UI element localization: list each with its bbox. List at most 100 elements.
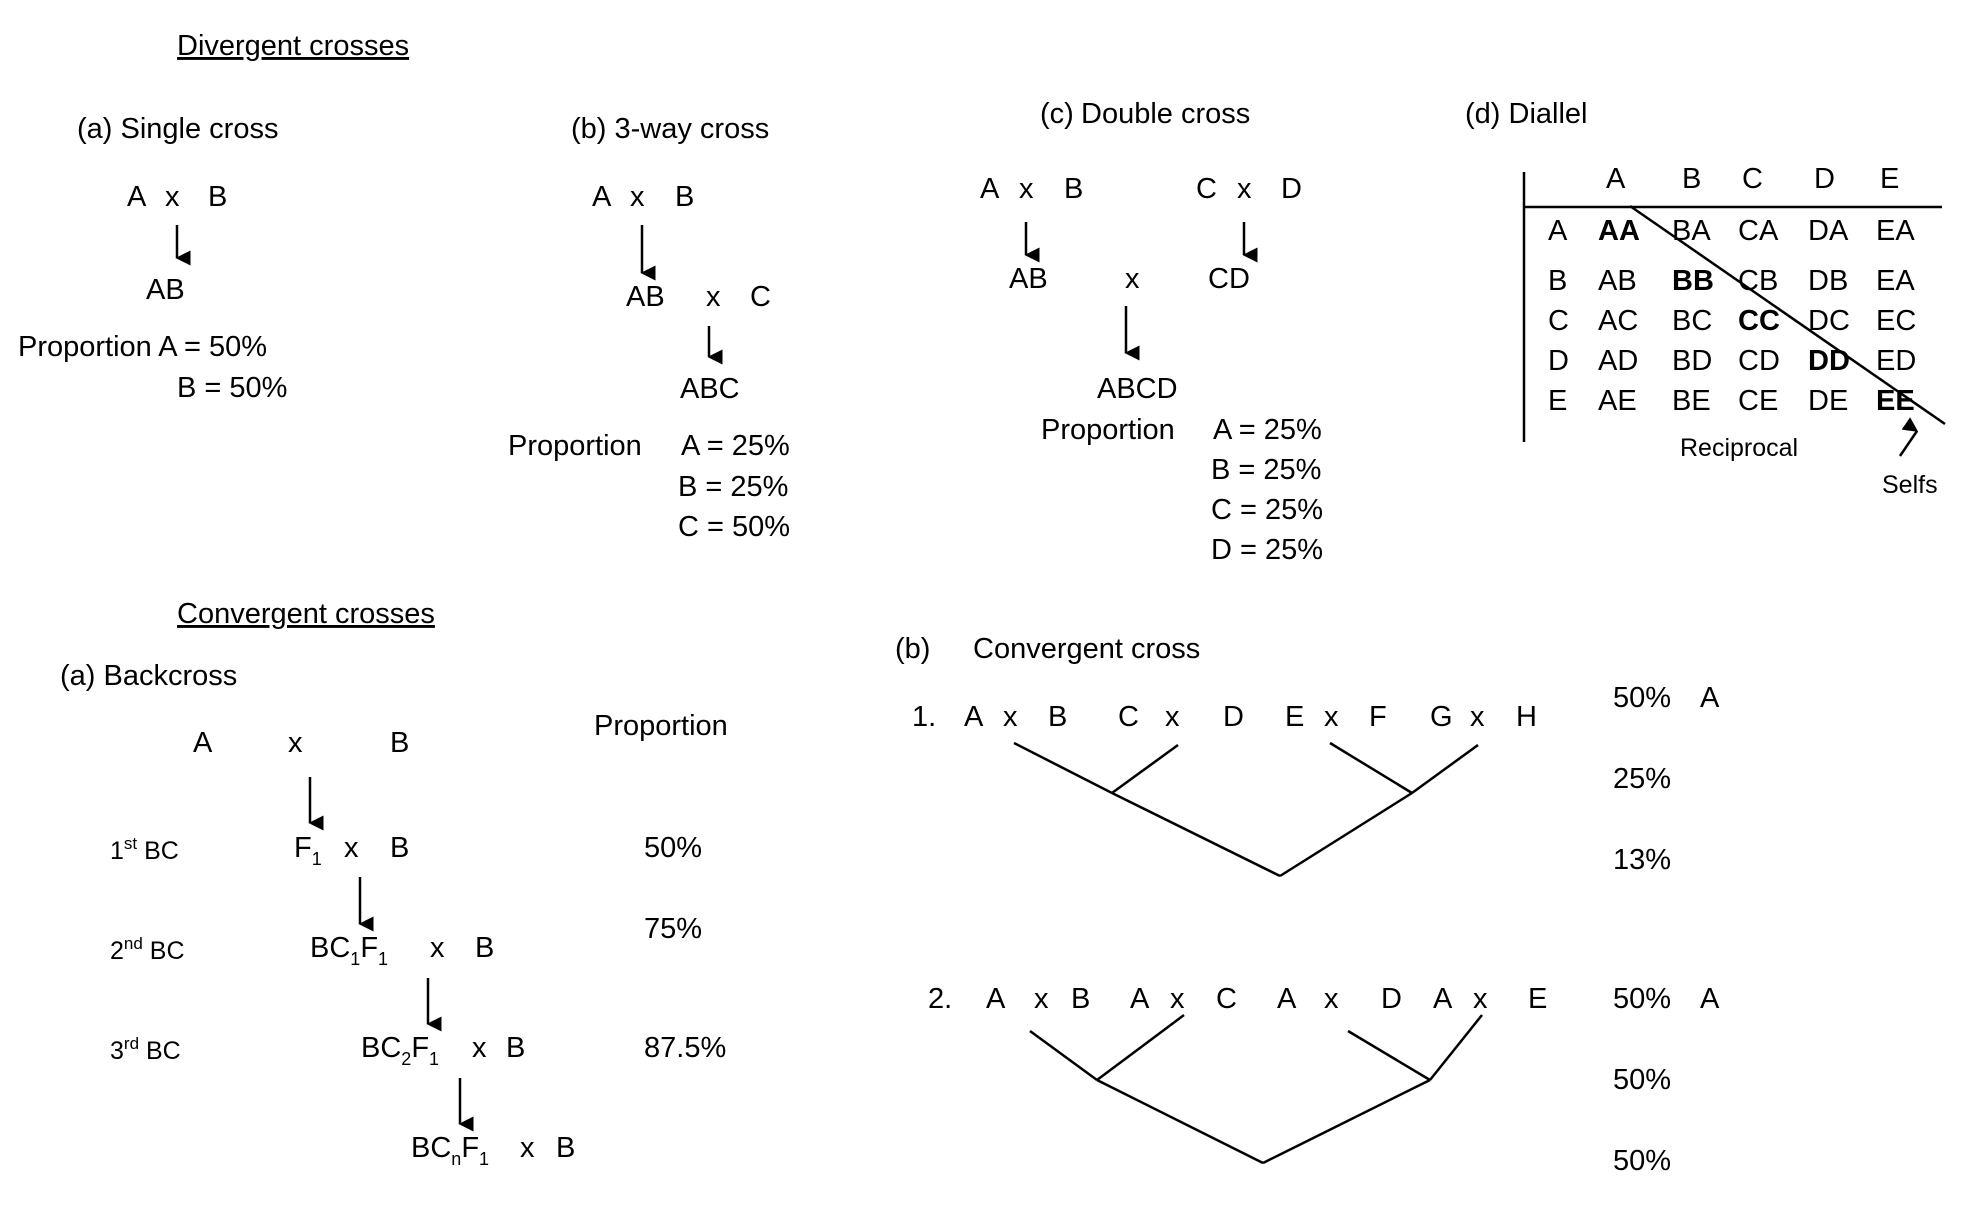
backcross-generation-label: 1st BC (110, 834, 179, 865)
recurrent-parent-b: B (506, 1032, 525, 1064)
diallel-title: (d) Diallel (1465, 98, 1587, 130)
cross-symbol: x (1165, 701, 1180, 733)
proportion-a-text: Proportion A = 50% (18, 331, 267, 363)
convergent-cross-prefix: (b) (895, 633, 930, 665)
double-cross-title: Double cross (1081, 98, 1250, 130)
parent-label: A (964, 701, 984, 733)
double-cross-panel: (c) Double cross A x B C x D AB x CD ABC… (980, 98, 1323, 566)
proportion-value: 87.5% (644, 1032, 726, 1064)
tree-branch (1013, 741, 1113, 795)
parent-label: B (1071, 983, 1090, 1015)
proportion-value: 50% (644, 832, 702, 864)
cross-symbol: x (430, 932, 445, 964)
diallel-cell: DB (1808, 265, 1848, 297)
recurrent-parent-b: B (475, 932, 494, 964)
hybrid-ab: AB (626, 281, 665, 313)
cross-symbol: x (1170, 983, 1185, 1015)
proportion-b: B = 25% (678, 471, 788, 503)
parent-d: D (1281, 173, 1302, 205)
parent-a: A (592, 181, 612, 213)
diallel-cell: EA (1876, 215, 1915, 247)
cross-symbol: x (1324, 701, 1339, 733)
cross-symbol: x (1019, 173, 1034, 205)
diallel-column-header: B (1682, 163, 1701, 195)
tree-branch (1111, 791, 1281, 878)
parent-label: D (1381, 983, 1402, 1015)
reciprocal-label: Reciprocal (1680, 434, 1798, 462)
tree-branch (1096, 1013, 1185, 1082)
proportion-value: 75% (644, 913, 702, 945)
backcross-panel: (a) Backcross Proportion A x B 1st BC F1… (60, 660, 728, 1169)
selfs-label: Selfs (1882, 471, 1938, 499)
cross-symbol: x (1324, 983, 1339, 1015)
hybrid-ab: AB (1009, 263, 1048, 295)
diallel-cell: AE (1598, 385, 1637, 417)
three-way-cross-panel: (b) 3-way cross A x B AB x C ABC Proport… (508, 113, 790, 543)
diallel-row-header: A (1548, 215, 1568, 247)
diallel-cell: CA (1738, 215, 1779, 247)
diallel-cell: CD (1738, 345, 1780, 377)
backcross-generation: BCnF1 (411, 1132, 489, 1169)
diallel-cell: EA (1876, 265, 1915, 297)
backcross-generation-label: 3rd BC (110, 1034, 181, 1065)
diallel-cell: DE (1808, 385, 1848, 417)
proportion-a: A = 25% (681, 430, 790, 462)
parent-label: A (1433, 983, 1453, 1015)
diallel-cell: ED (1876, 345, 1916, 377)
diallel-cell: AB (1598, 265, 1637, 297)
tree-branch (1111, 743, 1179, 795)
single-cross-panel: (a) Single cross A x B AB Proportion A =… (18, 113, 287, 404)
diallel-cell: DA (1808, 215, 1849, 247)
diallel-cell: CE (1738, 385, 1778, 417)
diallel-cell: BA (1672, 215, 1711, 247)
diallel-cell: AC (1598, 305, 1638, 337)
backcross-generation: BC2F1 (361, 1032, 439, 1069)
tree-branch (1029, 1029, 1098, 1082)
divergent-crosses-heading: Divergent crosses (177, 30, 409, 62)
diallel-column-header: C (1742, 163, 1763, 195)
proportion-header: Proportion (594, 710, 728, 742)
diallel-cell: DC (1808, 305, 1850, 337)
backcross-generation: BC1F1 (310, 932, 388, 969)
diallel-panel: (d) Diallel A B C D EA AA BA CA DA EAB AB BB CB DB EAC… (1465, 98, 1946, 499)
backcross-generation-label: 2nd BC (110, 934, 185, 965)
proportion-label: Proportion (1041, 414, 1175, 446)
diallel-column-header: A (1606, 163, 1626, 195)
parent-label: F (1369, 701, 1387, 733)
diallel-cell: CB (1738, 265, 1778, 297)
diallel-cell: BE (1672, 385, 1711, 417)
proportion-a: A = 25% (1213, 414, 1322, 446)
proportion-value: 50% (1613, 682, 1671, 714)
diallel-row-header: D (1548, 345, 1569, 377)
diallel-cell: BC (1672, 305, 1712, 337)
diallel-column-header: E (1880, 163, 1899, 195)
proportion-value: 50% (1613, 1145, 1671, 1177)
proportion-value: 25% (1613, 763, 1671, 795)
proportion-c: C = 50% (678, 511, 790, 543)
recurrent-parent-b: B (390, 727, 409, 759)
diallel-self-cell: AA (1598, 215, 1640, 247)
parent-label: G (1430, 701, 1453, 733)
recurrent-parent-a: A (193, 727, 213, 759)
parent-b: B (675, 181, 694, 213)
three-way-title: (b) 3-way cross (571, 113, 769, 145)
proportion-value: 50% (1613, 1064, 1671, 1096)
tree-branch (1096, 1078, 1264, 1165)
hybrid-abc: ABC (680, 373, 740, 405)
diallel-self-cell: BB (1672, 265, 1714, 297)
selfs-arrow (1898, 417, 1919, 457)
backcross-title: (a) Backcross (60, 660, 237, 692)
scheme-1-tree (1013, 741, 1479, 878)
cross-symbol: x (1125, 263, 1140, 295)
parent-a: A (127, 181, 147, 213)
diallel-row-header: B (1548, 265, 1567, 297)
cross-symbol: x (1470, 701, 1485, 733)
parent-a: A (980, 173, 1000, 205)
diallel-cell: EC (1876, 305, 1916, 337)
proportion-value: 50% (1613, 983, 1671, 1015)
diallel-table: A B C D EA AA BA CA DA EAB AB BB CB DB EAC AC BC CC DC ECD A… (1548, 163, 1916, 417)
scheme-2-tree (1029, 1013, 1483, 1165)
parent-c: C (750, 281, 771, 313)
